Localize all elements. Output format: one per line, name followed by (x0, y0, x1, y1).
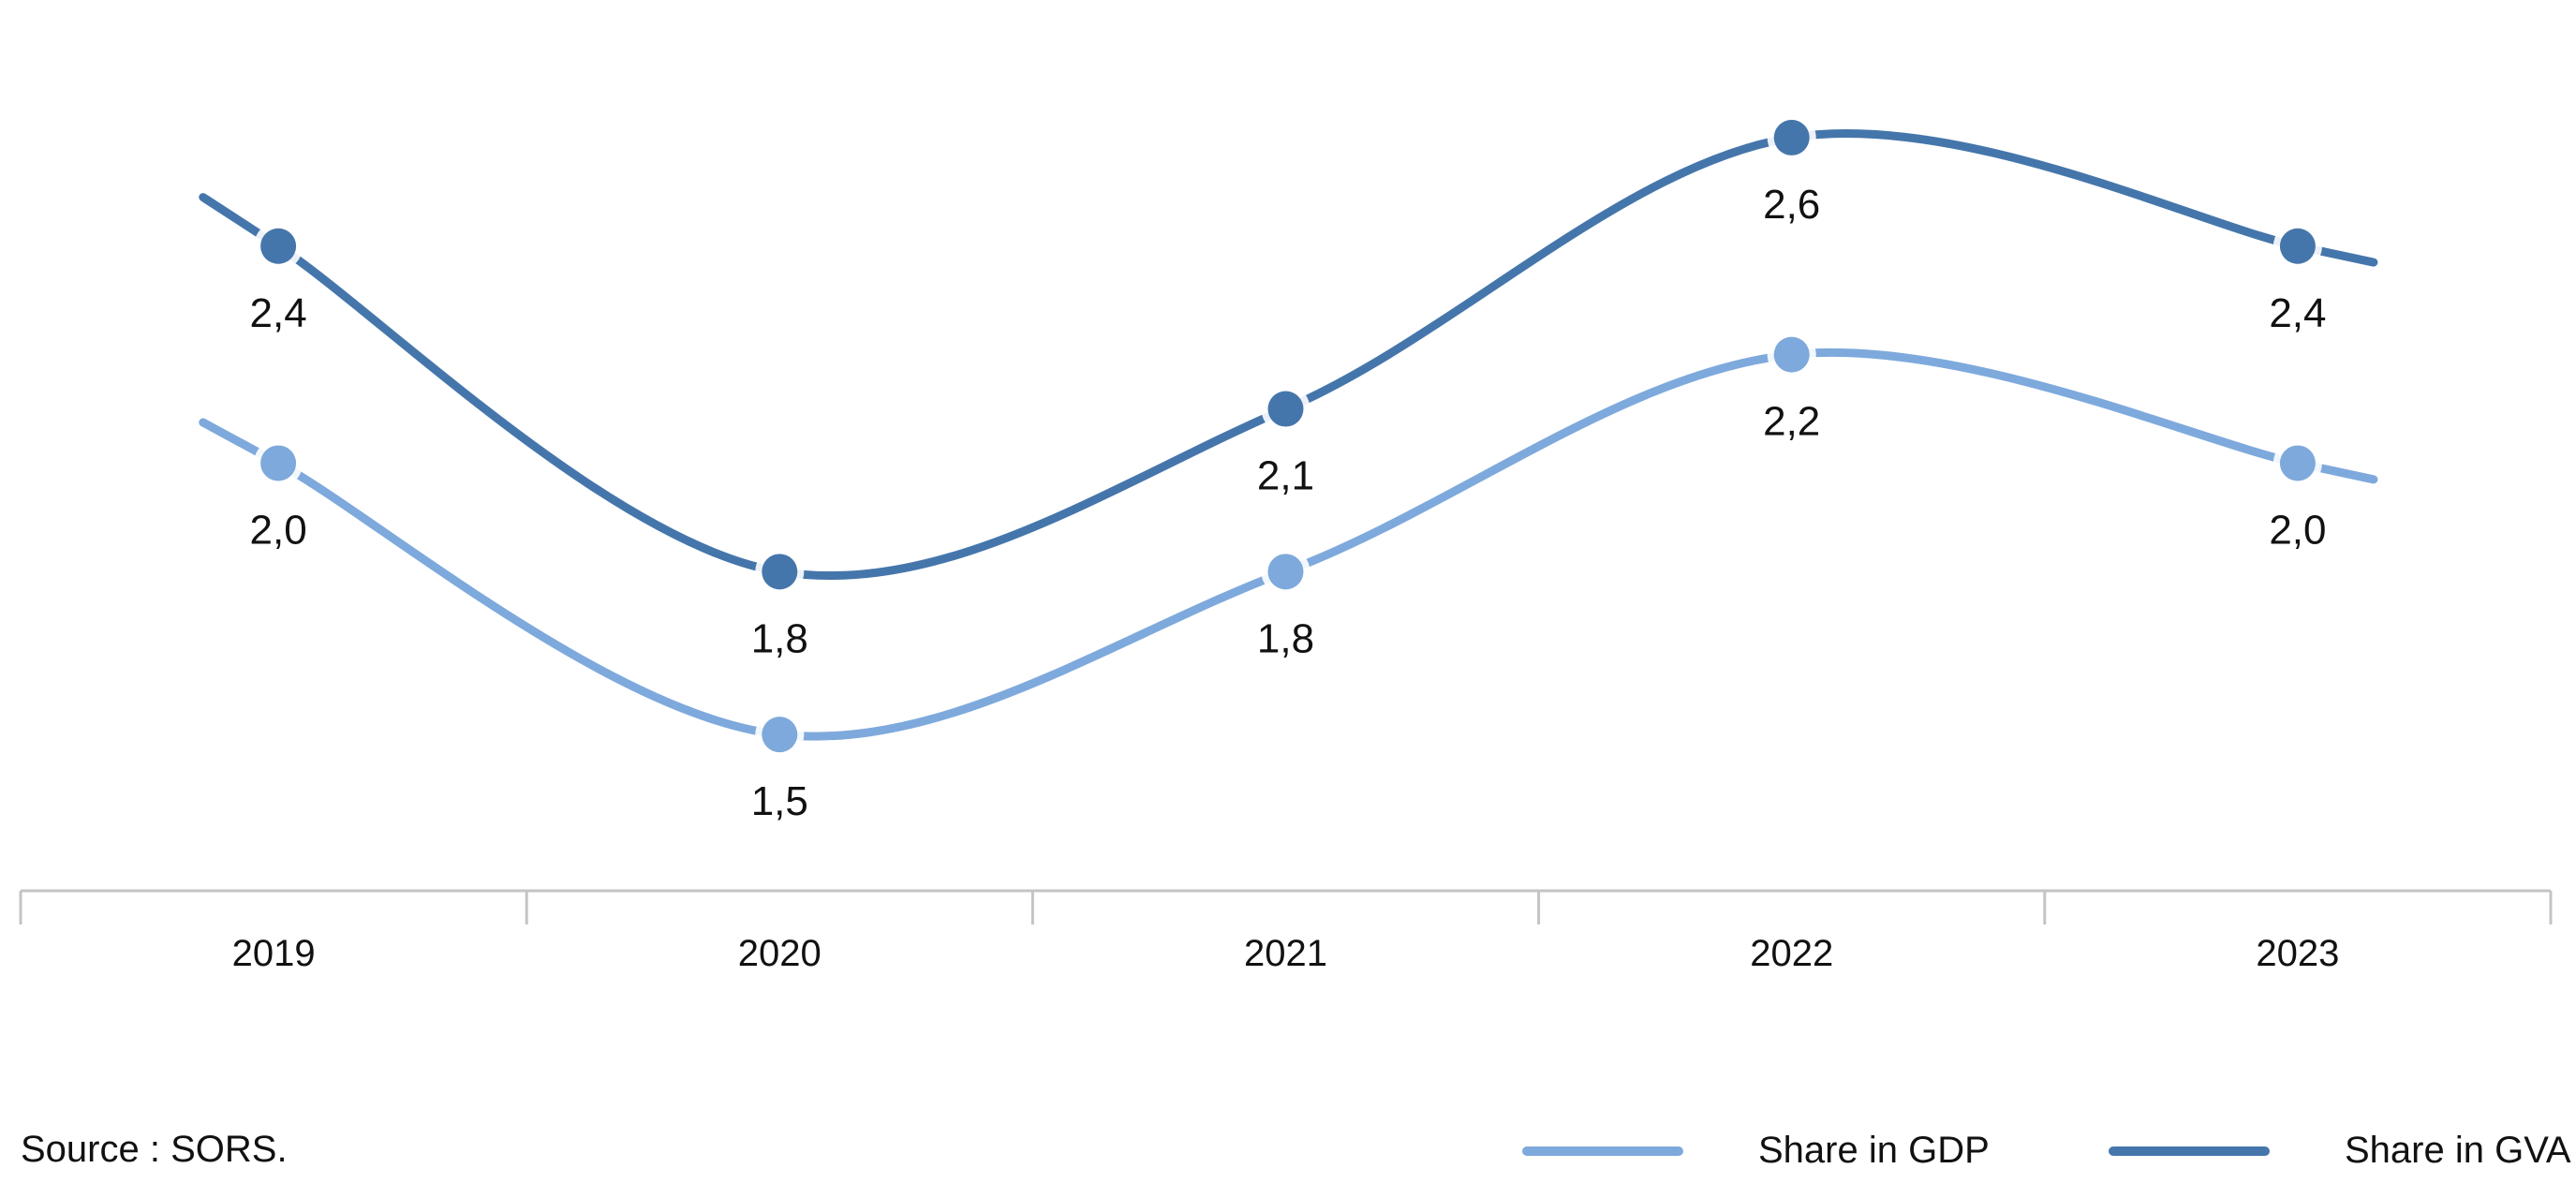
x-tick-label-2020: 2020 (738, 933, 822, 974)
line-chart: 2019 2020 2021 2022 2023 2,0 1,5 1,8 2,2 2,0 2,4 1… (0, 0, 2576, 1198)
x-tick-label-2023: 2023 (2256, 933, 2339, 974)
data-labels: 2,0 1,5 1,8 2,2 2,0 2,4 1,8 2,1 2,6 2,4 (250, 182, 2327, 824)
data-label-share-in-gva-2020: 1,8 (751, 615, 808, 661)
series-layer (203, 113, 2374, 759)
data-label-share-in-gdp-2021: 1,8 (1257, 615, 1314, 661)
data-point-share-in-gva-2023 (2280, 229, 2316, 264)
legend: Share in GDP Share in GVA (1527, 1130, 2571, 1171)
data-point-share-in-gva-2021 (1268, 392, 1304, 427)
data-label-share-in-gva-2021: 2,1 (1257, 453, 1314, 499)
source-note: Source : SORS. (21, 1129, 288, 1170)
x-axis: 2019 2020 2021 2022 2023 (21, 891, 2551, 974)
legend-label-share-in-gva: Share in GVA (2345, 1130, 2571, 1171)
data-label-share-in-gva-2023: 2,4 (2269, 290, 2326, 336)
series-line-share-in-gva (203, 133, 2374, 575)
data-label-share-in-gdp-2023: 2,0 (2269, 507, 2326, 553)
data-label-share-in-gdp-2019: 2,0 (250, 507, 307, 553)
x-tick-label-2021: 2021 (1244, 933, 1327, 974)
data-label-share-in-gva-2022: 2,6 (1763, 182, 1820, 228)
legend-label-share-in-gdp: Share in GDP (1758, 1130, 1990, 1171)
data-point-share-in-gva-2020 (762, 554, 797, 589)
data-point-share-in-gva-2019 (260, 229, 296, 264)
data-label-share-in-gdp-2022: 2,2 (1763, 399, 1820, 445)
data-point-share-in-gdp-2019 (260, 445, 296, 481)
x-tick-label-2019: 2019 (232, 933, 316, 974)
data-point-share-in-gdp-2022 (1774, 337, 1810, 373)
x-tick-label-2022: 2022 (1750, 933, 1833, 974)
data-point-share-in-gdp-2021 (1268, 554, 1304, 589)
data-label-share-in-gva-2019: 2,4 (250, 290, 307, 336)
data-point-share-in-gdp-2020 (762, 717, 797, 752)
data-label-share-in-gdp-2020: 1,5 (751, 778, 808, 824)
data-point-share-in-gdp-2023 (2280, 445, 2316, 481)
data-point-share-in-gva-2022 (1774, 120, 1810, 155)
